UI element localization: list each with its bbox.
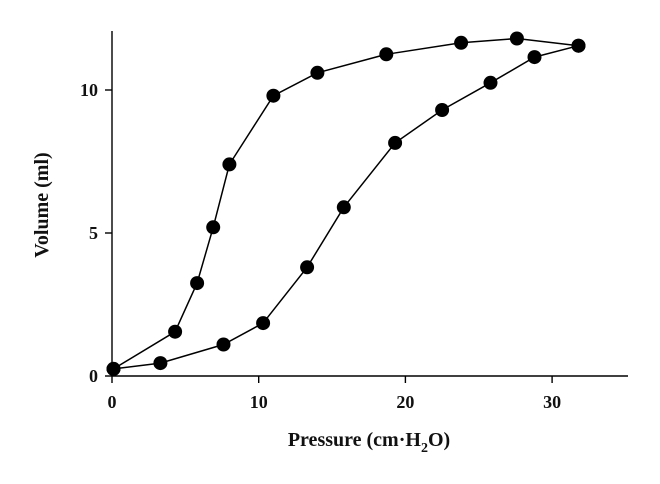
y-axis-title: Volume (ml)	[31, 152, 53, 257]
series-layer	[106, 31, 586, 376]
series-1-point	[266, 88, 281, 103]
series-2-point	[571, 38, 586, 53]
series-2-point	[256, 316, 271, 331]
series-2-point	[435, 103, 450, 117]
series-1-point	[168, 324, 183, 339]
y-tick-label-10: 10	[80, 80, 98, 100]
ticks: 0 10 20 30 0 5 10	[80, 80, 561, 412]
x-tick-label-20: 20	[396, 392, 414, 412]
y-tick-label-0: 0	[89, 366, 98, 386]
series-2-point	[527, 50, 542, 65]
series-1-point	[379, 47, 394, 62]
series-1-point	[190, 276, 205, 291]
series-1-point	[206, 220, 221, 235]
series-2-point	[336, 200, 351, 215]
series-2-point	[300, 260, 315, 275]
series-1-point	[454, 35, 469, 50]
series-1-point	[509, 31, 524, 46]
series-2-point	[106, 361, 121, 376]
series-2-point	[153, 356, 168, 371]
x-axis-title: Pressure (cm·H2O)	[288, 429, 450, 456]
series-2-point	[483, 75, 498, 90]
series-1-point	[222, 157, 237, 172]
series-2-point	[216, 337, 231, 352]
y-tick-label-5: 5	[89, 223, 98, 243]
x-tick-label-0: 0	[108, 392, 117, 412]
series-1-point	[310, 65, 325, 80]
x-tick-label-30: 30	[543, 392, 561, 412]
x-tick-label-10: 10	[250, 392, 268, 412]
series-2-point	[388, 135, 403, 150]
axes	[111, 31, 628, 377]
